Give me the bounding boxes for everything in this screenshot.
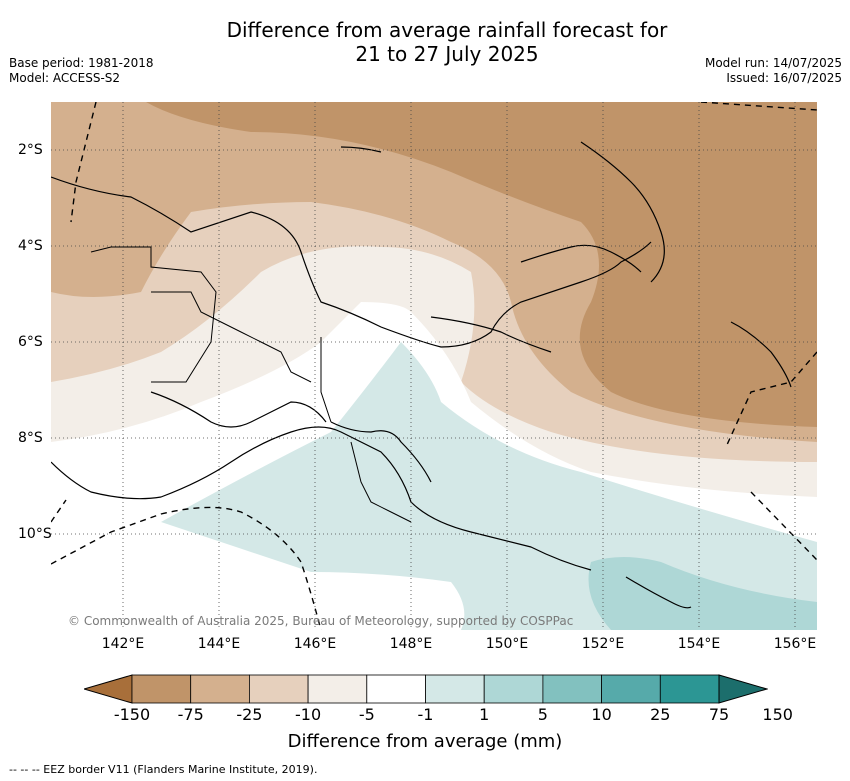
colorbar-tick-label: -150 bbox=[113, 705, 151, 724]
issued-date: Issued: 16/07/2025 bbox=[726, 71, 842, 85]
colorbar-swatch bbox=[131, 674, 192, 704]
eez-east bbox=[725, 351, 817, 448]
province-border-gulf bbox=[320, 337, 332, 423]
coastline-papuan bbox=[330, 421, 432, 483]
colorbar-title: Difference from average (mm) bbox=[287, 731, 563, 752]
coastline-louisiade bbox=[625, 576, 692, 609]
lon-label-152e: 152°E bbox=[581, 636, 625, 652]
coastline-newireland bbox=[580, 141, 665, 283]
lat-label-8s: 8°S bbox=[18, 430, 43, 446]
colorbar-arrow-right bbox=[718, 674, 768, 704]
coastline-north bbox=[51, 176, 652, 348]
model-run: Model run: 14/07/2025 bbox=[704, 56, 842, 70]
coastline-south bbox=[51, 426, 592, 571]
lat-label-6s: 6°S bbox=[18, 334, 43, 350]
colorbar-arrow-left bbox=[84, 674, 133, 704]
eez-west bbox=[70, 102, 97, 223]
meta-left: Base period: 1981-2018 Model: ACCESS-S2 bbox=[9, 56, 154, 86]
eez-south bbox=[51, 506, 322, 630]
eez-legend: -- -- -- EEZ border V11 (Flanders Marine… bbox=[9, 763, 318, 776]
colorbar-tick-label: 75 bbox=[708, 705, 730, 724]
colorbar-swatch bbox=[307, 674, 368, 704]
colorbar-swatches bbox=[131, 674, 720, 704]
lon-label-144e: 144°E bbox=[197, 636, 241, 652]
colorbar-swatch bbox=[425, 674, 485, 704]
colorbar-tick-label: -25 bbox=[236, 705, 263, 724]
province-border-west bbox=[90, 246, 217, 383]
colorbar-swatch bbox=[542, 674, 602, 704]
coastline-manus bbox=[340, 146, 382, 153]
eez-north bbox=[700, 102, 817, 111]
eez-southwest bbox=[51, 499, 67, 523]
colorbar-swatch bbox=[248, 674, 309, 704]
map-title: Difference from average rainfall forecas… bbox=[0, 18, 850, 66]
model-name: Model: ACCESS-S2 bbox=[9, 71, 121, 85]
colorbar-swatch bbox=[659, 674, 720, 704]
coastlines bbox=[51, 141, 792, 609]
coastline-bougainville bbox=[730, 321, 792, 388]
coastline-gulf bbox=[150, 391, 327, 428]
province-borders bbox=[90, 246, 412, 523]
colorbar bbox=[84, 674, 768, 704]
title-line-1: Difference from average rainfall forecas… bbox=[226, 18, 668, 42]
lon-label-148e: 148°E bbox=[389, 636, 433, 652]
colorbar-swatch bbox=[601, 674, 661, 704]
copyright-notice: © Commonwealth of Australia 2025, Bureau… bbox=[68, 614, 574, 628]
lat-label-2s: 2°S bbox=[18, 142, 43, 158]
lon-label-146e: 146°E bbox=[293, 636, 337, 652]
rainfall-map bbox=[51, 102, 817, 630]
lon-label-142e: 142°E bbox=[101, 636, 145, 652]
province-border-highlands bbox=[151, 291, 312, 383]
coastline-newbritain-south bbox=[430, 316, 552, 353]
zone-plus-1 bbox=[161, 342, 817, 630]
colorbar-tick-label: 10 bbox=[591, 705, 612, 724]
colorbar-swatch bbox=[366, 674, 426, 704]
lat-label-4s: 4°S bbox=[18, 238, 43, 254]
map-panel bbox=[51, 102, 817, 630]
lon-label-156e: 156°E bbox=[773, 636, 817, 652]
colorbar-tick-label: 150 bbox=[762, 705, 793, 724]
eez-southeast bbox=[750, 491, 817, 561]
graticule bbox=[51, 102, 817, 630]
colorbar-tick-label: -5 bbox=[358, 705, 375, 724]
zone-plus-5 bbox=[588, 557, 817, 630]
colorbar-tick-label: 1 bbox=[479, 705, 490, 724]
colorbar-swatch bbox=[190, 674, 250, 704]
colorbar-tick-label: -1 bbox=[417, 705, 434, 724]
province-border-central bbox=[350, 441, 412, 523]
lon-label-150e: 150°E bbox=[485, 636, 529, 652]
colorbar-tick-label: 5 bbox=[537, 705, 548, 724]
base-period: Base period: 1981-2018 bbox=[9, 56, 154, 70]
lon-label-154e: 154°E bbox=[677, 636, 721, 652]
colorbar-tick-label: -10 bbox=[295, 705, 322, 724]
colorbar-swatch bbox=[483, 674, 544, 704]
colorbar-tick-label: 25 bbox=[650, 705, 671, 724]
colorbar-tick-label: -75 bbox=[177, 705, 204, 724]
lat-label-10s: 10°S bbox=[18, 526, 52, 542]
meta-right: Model run: 14/07/2025 Issued: 16/07/2025 bbox=[705, 56, 842, 86]
eez-borders bbox=[51, 102, 817, 630]
title-line-2: 21 to 27 July 2025 bbox=[355, 42, 539, 66]
